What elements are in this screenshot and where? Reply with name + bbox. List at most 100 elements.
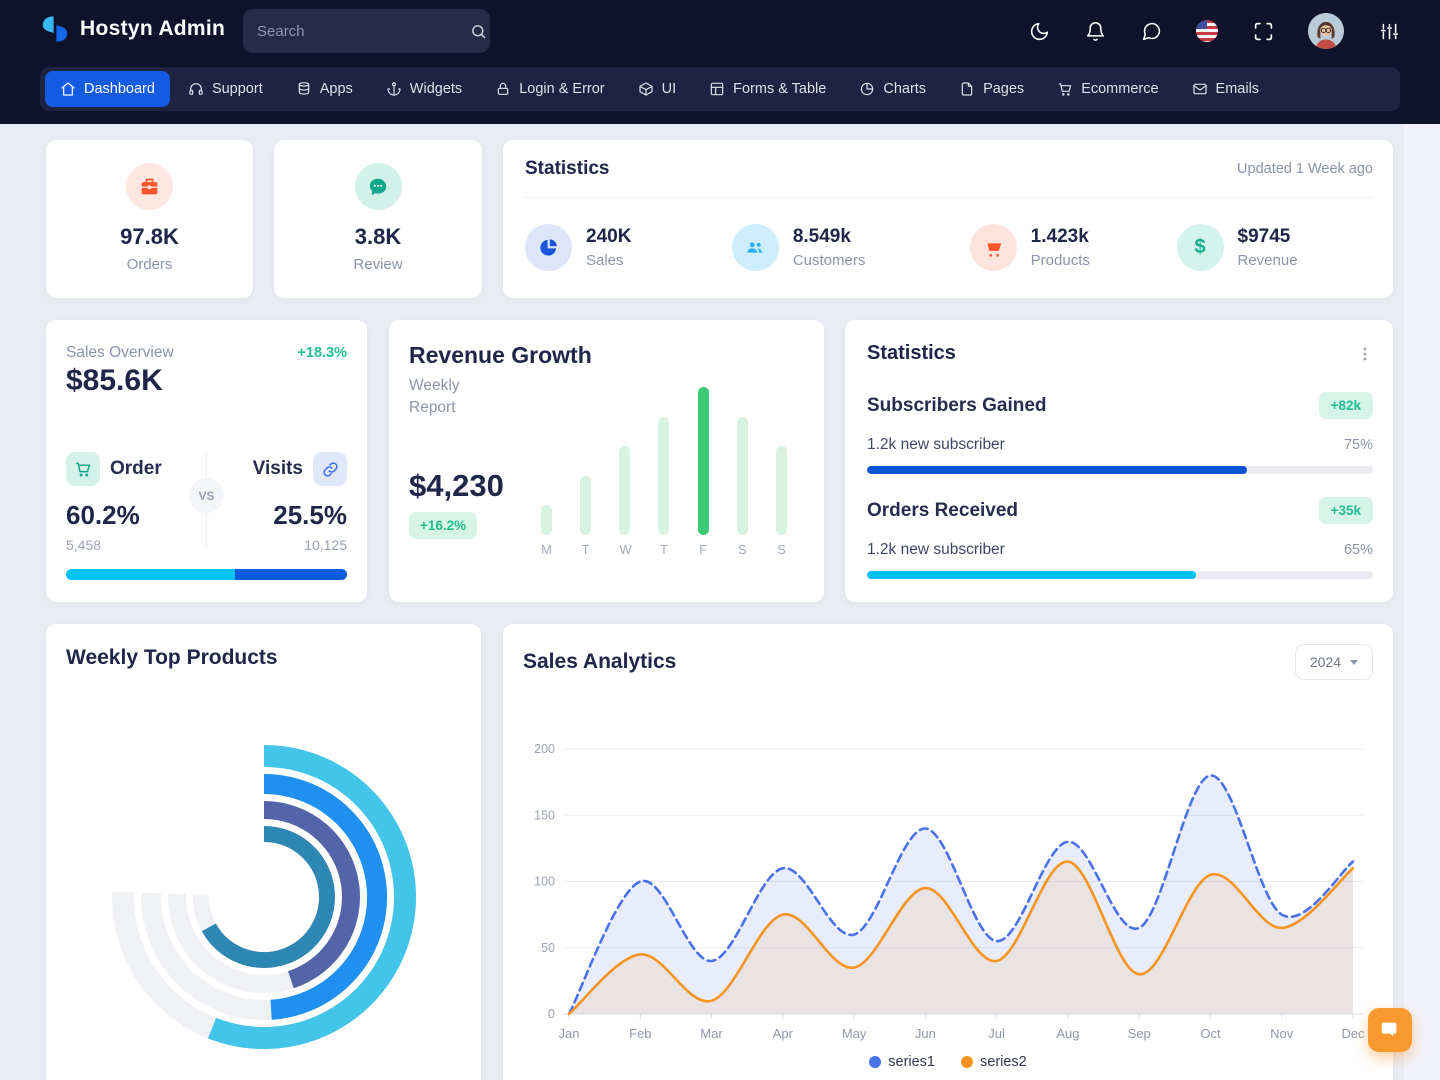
revenue-growth-title: Revenue Growth — [409, 342, 592, 368]
nav-item-ecommerce[interactable]: Ecommerce — [1042, 71, 1173, 107]
orders-label: Orders — [126, 256, 173, 273]
bar-label: T — [659, 542, 668, 557]
products-stat: 1.423k Products — [969, 224, 1177, 271]
box-icon — [639, 82, 653, 96]
nav-item-charts[interactable]: Charts — [844, 71, 941, 107]
sales-analytics-chart: 0 50 100 150 200 Jan Feb Mar Apr May Jun Jul Aug Sep O… — [534, 742, 1365, 1041]
nav-label: Dashboard — [84, 81, 155, 97]
svg-text:Jun: Jun — [915, 1026, 936, 1041]
briefcase-icon — [126, 163, 173, 210]
customers-value: 8.549k — [792, 226, 851, 247]
order-bar-segment — [66, 569, 236, 580]
orders-received-badge: +35k — [1318, 497, 1373, 524]
order-column: Order 60.2% 5,458 — [66, 452, 162, 553]
stat-progress-1 — [867, 571, 1373, 579]
notifications-bell-icon[interactable] — [1084, 20, 1106, 42]
statistics-card: Statistics Subscribers Gained +82k 1.2k … — [845, 320, 1393, 602]
orders-received-name: Orders Received — [867, 499, 1019, 521]
anchor-icon — [387, 82, 401, 96]
bar-label: F — [699, 542, 708, 557]
language-us-flag-icon[interactable] — [1196, 20, 1218, 42]
bar — [736, 417, 748, 535]
products-value: 1.423k — [1030, 226, 1089, 247]
nav-item-forms-table[interactable]: Forms & Table — [694, 71, 841, 107]
year-select[interactable]: 2024 — [1294, 644, 1373, 680]
subscribers-gained-name: Subscribers Gained — [867, 394, 1047, 416]
nav-item-support[interactable]: Support — [173, 71, 278, 107]
visits-column: Visits 25.5% 10,125 — [253, 452, 347, 553]
sales-stat: 240K Sales — [525, 224, 732, 271]
search-icon[interactable] — [470, 23, 487, 40]
bar-label: T — [581, 542, 590, 557]
products-label: Products — [1030, 252, 1090, 269]
svg-text:Sep: Sep — [1128, 1026, 1151, 1041]
fullscreen-icon[interactable] — [1252, 20, 1274, 42]
home-icon — [61, 82, 75, 96]
kebab-menu-icon[interactable] — [1357, 346, 1373, 362]
lock-icon — [497, 82, 509, 95]
chat-fab-button[interactable] — [1368, 1008, 1412, 1052]
revenue-growth-subtitle-2: Report — [409, 399, 456, 417]
svg-text:150: 150 — [534, 808, 555, 822]
nav-label: Ecommerce — [1081, 81, 1159, 97]
header-icons — [1028, 0, 1400, 62]
search-input[interactable] — [243, 22, 470, 40]
nav-item-widgets[interactable]: Widgets — [371, 71, 477, 107]
link-icon — [313, 452, 347, 486]
review-value: 3.8K — [354, 224, 402, 249]
svg-text:Jul: Jul — [988, 1026, 1005, 1041]
cart-icon — [1058, 83, 1072, 96]
user-avatar[interactable] — [1308, 13, 1344, 49]
brand-logo-icon — [42, 16, 68, 42]
nav-item-emails[interactable]: Emails — [1177, 71, 1275, 107]
order-count: 5,458 — [66, 537, 102, 553]
svg-text:Mar: Mar — [700, 1026, 723, 1041]
statistics-panel: Statistics Updated 1 Week ago 240K Sales… — [503, 140, 1393, 298]
review-summary-card: 3.8K Review — [274, 140, 482, 298]
revenue-stat: $ $9745 Revenue — [1176, 224, 1374, 271]
revenue-label: Revenue — [1237, 252, 1298, 269]
messages-icon[interactable] — [1140, 20, 1162, 42]
bar-label: W — [619, 542, 632, 557]
visits-percent: 25.5% — [273, 500, 347, 530]
legend-series2[interactable]: series2 — [961, 1054, 1027, 1070]
revenue-value: $9745 — [1237, 226, 1291, 247]
dark-mode-icon[interactable] — [1028, 20, 1050, 42]
brand[interactable]: Hostyn Admin — [40, 14, 225, 44]
headset-icon — [189, 83, 203, 95]
chevron-down-icon — [1350, 659, 1358, 665]
svg-text:Oct: Oct — [1200, 1026, 1221, 1041]
nav-item-pages[interactable]: Pages — [944, 71, 1039, 107]
customers-label: Customers — [792, 252, 866, 269]
nav-item-ui[interactable]: UI — [623, 71, 692, 107]
bar — [658, 417, 670, 535]
envelope-icon — [1192, 83, 1207, 95]
statistics-panel-title: Statistics — [525, 157, 610, 179]
sales-overview-change: +18.3% — [297, 345, 347, 361]
legend-series1[interactable]: series1 — [869, 1054, 935, 1070]
year-select-value: 2024 — [1309, 654, 1341, 670]
revenue-growth-badge: +16.2% — [409, 512, 478, 539]
progress-fill — [867, 571, 1196, 579]
nav-item-login-error[interactable]: Login & Error — [480, 71, 619, 107]
statistics-items: 240K Sales 8.549k Customers 1.423k Produ… — [525, 224, 1373, 271]
svg-text:100: 100 — [534, 875, 555, 889]
table-icon — [710, 82, 724, 96]
cart-icon — [969, 224, 1017, 271]
pie-chart-icon — [861, 82, 874, 96]
nav-label: Login & Error — [519, 81, 605, 97]
orders-received-percent: 65% — [1343, 542, 1373, 558]
nav-item-dashboard[interactable]: Dashboard — [45, 71, 170, 107]
nav-item-apps[interactable]: Apps — [281, 71, 368, 107]
orders-summary-card: 97.8K Orders — [46, 140, 253, 298]
weekly-top-products-chart — [112, 745, 416, 1049]
bar-label: M — [541, 542, 552, 557]
orders-received-subtitle: 1.2k new subscriber — [867, 541, 1005, 558]
svg-text:Feb: Feb — [629, 1026, 651, 1041]
bar — [697, 387, 709, 535]
settings-sliders-icon[interactable] — [1378, 20, 1400, 42]
sales-overview-total: $85.6K — [66, 364, 163, 397]
search-box — [243, 9, 490, 53]
sales-overview-title: Sales Overview — [66, 344, 174, 361]
